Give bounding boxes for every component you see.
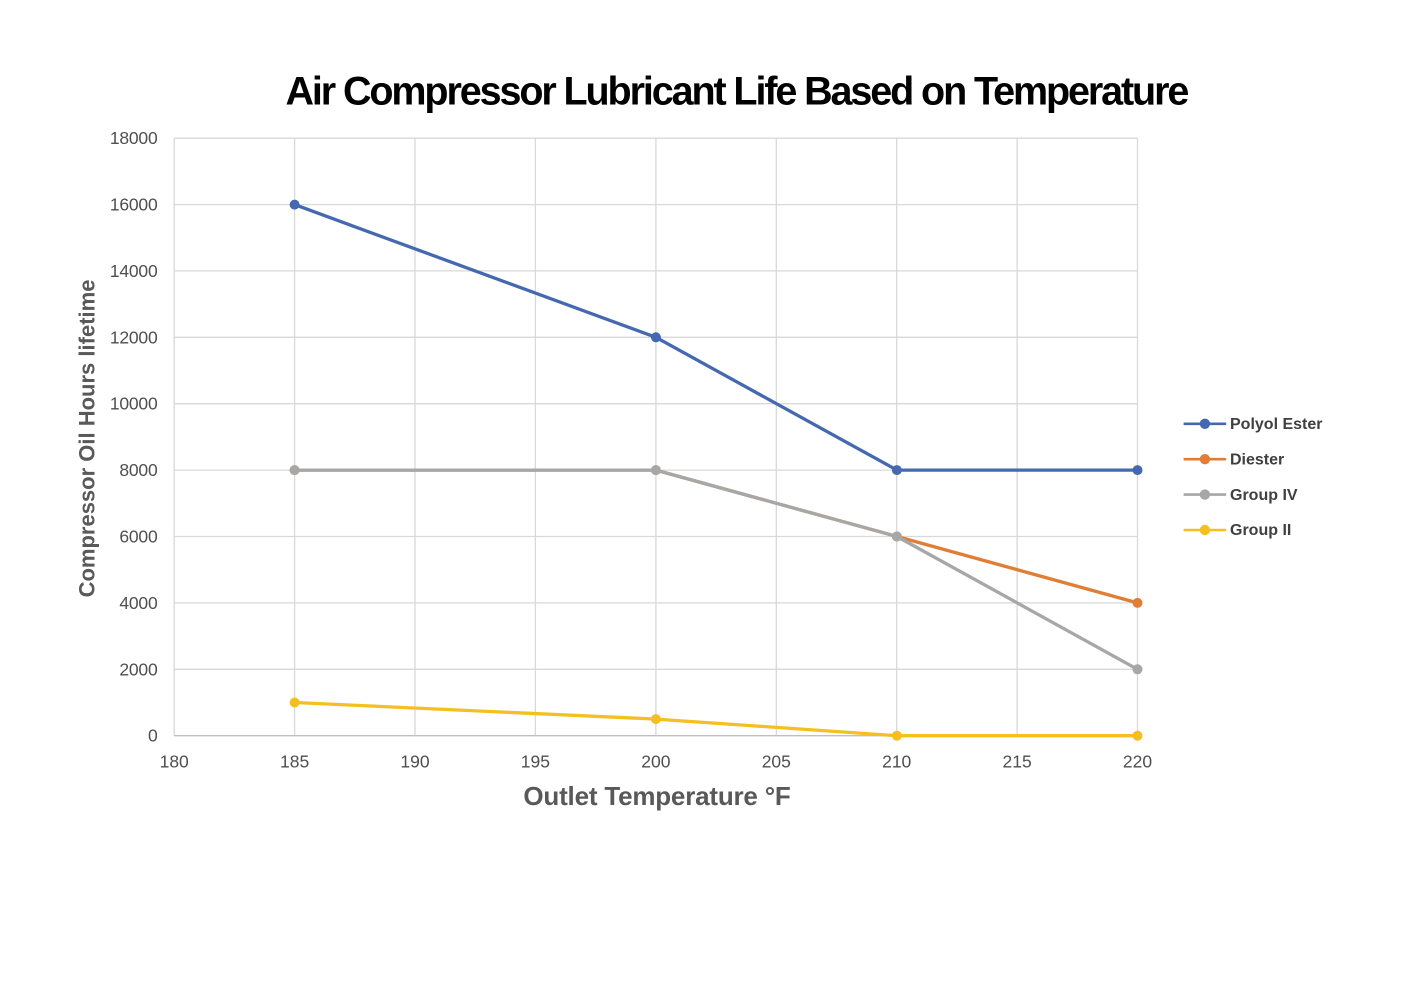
svg-text:Group II: Group II xyxy=(1230,522,1291,539)
svg-text:Air Compressor Lubricant Life: Air Compressor Lubricant Life Based on T… xyxy=(286,70,1189,114)
svg-text:205: 205 xyxy=(762,752,791,772)
svg-text:0: 0 xyxy=(148,726,158,746)
svg-text:210: 210 xyxy=(882,752,911,772)
svg-text:215: 215 xyxy=(1002,752,1031,772)
svg-text:8000: 8000 xyxy=(119,460,158,480)
svg-text:6000: 6000 xyxy=(119,527,158,547)
svg-text:18000: 18000 xyxy=(110,128,158,148)
svg-text:Polyol Ester: Polyol Ester xyxy=(1230,416,1322,433)
svg-text:12000: 12000 xyxy=(110,327,158,347)
svg-text:Compressor Oil Hours lifetime: Compressor Oil Hours lifetime xyxy=(75,280,100,598)
svg-text:200: 200 xyxy=(641,752,670,772)
svg-text:180: 180 xyxy=(160,752,189,772)
svg-text:195: 195 xyxy=(521,752,550,772)
svg-text:2000: 2000 xyxy=(119,659,158,679)
svg-text:Diester: Diester xyxy=(1230,451,1284,468)
svg-text:Group IV: Group IV xyxy=(1230,487,1298,504)
svg-text:10000: 10000 xyxy=(110,394,158,414)
svg-text:4000: 4000 xyxy=(119,593,158,613)
svg-text:Outlet Temperature °F: Outlet Temperature °F xyxy=(523,781,790,811)
svg-text:185: 185 xyxy=(280,752,309,772)
svg-text:16000: 16000 xyxy=(110,195,158,215)
svg-text:190: 190 xyxy=(400,752,429,772)
svg-text:220: 220 xyxy=(1123,752,1152,772)
svg-text:14000: 14000 xyxy=(110,261,158,281)
